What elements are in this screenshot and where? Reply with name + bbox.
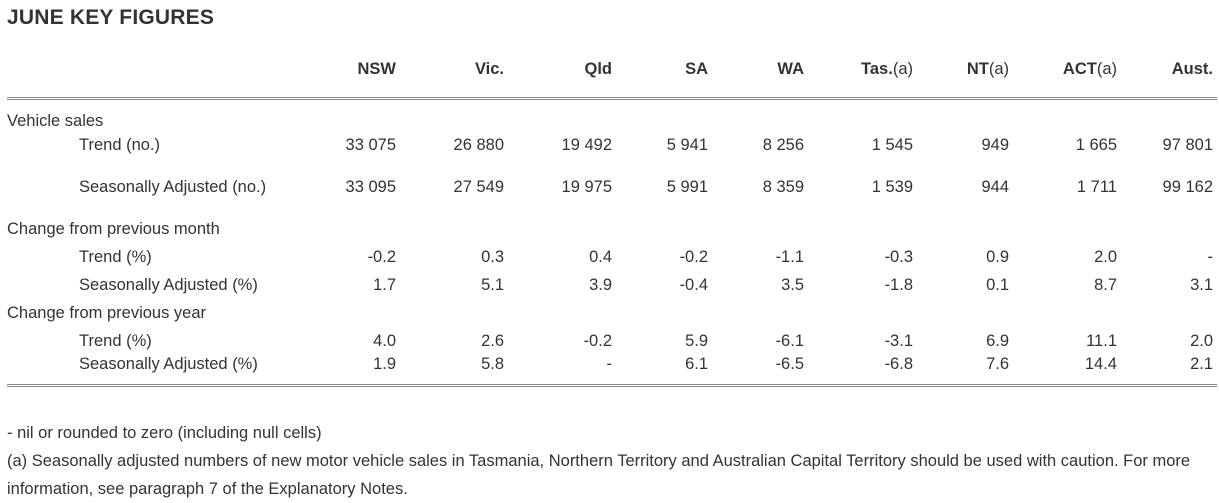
cell-nsw: 1.7 — [373, 275, 396, 294]
cell-aust: 3.1 — [1190, 275, 1213, 294]
table-row: Seasonally Adjusted (%) 1.9 5.8 - 6.1 -6… — [7, 355, 1217, 387]
header-qld: Qld — [508, 55, 616, 100]
cell-aust: 99 162 — [1162, 177, 1213, 196]
cell-vic: 2.6 — [481, 331, 504, 350]
table-row: Trend (%) -0.2 0.3 0.4 -0.2 -1.1 -0.3 0.… — [7, 243, 1217, 271]
footnote-nil: - nil or rounded to zero (including null… — [7, 424, 322, 442]
footnotes: - nil or rounded to zero (including null… — [7, 419, 1207, 503]
cell-nsw: 4.0 — [373, 331, 396, 350]
header-nsw: NSW — [300, 55, 400, 100]
key-figures-table: NSW Vic. Qld SA WA Tas.(a) NT(a) ACT(a) … — [7, 55, 1217, 387]
table-row: Seasonally Adjusted (no.) 33 095 27 549 … — [7, 159, 1217, 215]
cell-qld: 0.4 — [589, 247, 612, 266]
cell-nsw: 33 095 — [345, 177, 396, 196]
header-nt: NT(a) — [917, 55, 1013, 100]
table-row: Trend (no.) 33 075 26 880 19 492 5 941 8… — [7, 131, 1217, 159]
cell-nsw: -0.2 — [367, 247, 396, 266]
cell-qld: -0.2 — [583, 331, 612, 350]
section-heading: Change from previous month — [7, 219, 220, 238]
cell-nt: 6.9 — [986, 331, 1009, 350]
header-aust: Aust. — [1121, 55, 1217, 100]
cell-act: 1 711 — [1076, 177, 1117, 196]
cell-wa: 8 256 — [762, 135, 804, 154]
table-row: Trend (%) 4.0 2.6 -0.2 5.9 -6.1 -3.1 6.9… — [7, 327, 1217, 355]
cell-wa: 3.5 — [781, 275, 804, 294]
header-vic: Vic. — [400, 55, 508, 100]
cell-act: 1 665 — [1075, 135, 1117, 154]
cell-aust: 2.0 — [1190, 331, 1213, 350]
cell-tas: 1 539 — [871, 177, 913, 196]
cell-act: 11.1 — [1086, 331, 1117, 350]
cell-vic: 5.1 — [481, 275, 504, 294]
header-sa: SA — [616, 55, 712, 100]
cell-wa: -1.1 — [775, 247, 804, 266]
row-label: Trend (%) — [79, 331, 152, 350]
cell-sa: 5 991 — [666, 177, 708, 196]
cell-nt: 0.1 — [986, 275, 1009, 294]
table-row: Seasonally Adjusted (%) 1.7 5.1 3.9 -0.4… — [7, 271, 1217, 299]
cell-act: 8.7 — [1094, 275, 1117, 294]
row-label: Trend (no.) — [79, 135, 161, 154]
cell-tas: -3.1 — [884, 331, 913, 350]
table-header-row: NSW Vic. Qld SA WA Tas.(a) NT(a) ACT(a) … — [7, 55, 1217, 100]
cell-aust: - — [1207, 247, 1214, 266]
row-label: Seasonally Adjusted (%) — [7, 355, 300, 387]
header-blank — [7, 55, 300, 100]
cell-tas: -1.8 — [884, 275, 913, 294]
cell-nsw: 33 075 — [345, 135, 396, 154]
header-act: ACT(a) — [1013, 55, 1121, 100]
cell-vic: 26 880 — [453, 135, 504, 154]
section-heading: Vehicle sales — [7, 112, 104, 130]
cell-act: 2.0 — [1094, 247, 1117, 266]
cell-qld: 19 975 — [561, 177, 612, 196]
cell-qld: 19 492 — [561, 135, 612, 154]
cell-vic: 5.8 — [400, 355, 508, 387]
cell-sa: -0.4 — [679, 275, 708, 294]
cell-qld: 3.9 — [589, 275, 612, 294]
cell-nt: 0.9 — [986, 247, 1009, 266]
section-heading-row: Vehicle sales — [7, 99, 1217, 132]
cell-wa: -6.1 — [775, 331, 804, 350]
cell-wa: -6.5 — [712, 355, 808, 387]
cell-nt: 7.6 — [917, 355, 1013, 387]
cell-tas: 1 545 — [871, 135, 913, 154]
cell-tas: -6.8 — [808, 355, 917, 387]
cell-nt: 949 — [981, 135, 1009, 154]
cell-sa: 5 941 — [666, 135, 708, 154]
cell-nt: 944 — [981, 177, 1009, 196]
cell-sa: 5.9 — [685, 331, 708, 350]
footnote-a: (a) Seasonally adjusted numbers of new m… — [7, 452, 1191, 498]
cell-aust: 2.1 — [1121, 355, 1217, 387]
cell-act: 14.4 — [1013, 355, 1121, 387]
cell-wa: 8 359 — [762, 177, 804, 196]
cell-vic: 27 549 — [453, 177, 504, 196]
cell-sa: -0.2 — [679, 247, 708, 266]
cell-aust: 97 801 — [1162, 135, 1213, 154]
header-wa: WA — [712, 55, 808, 100]
cell-tas: -0.3 — [884, 247, 913, 266]
row-label: Seasonally Adjusted (no.) — [79, 178, 267, 196]
section-heading: Change from previous year — [7, 303, 207, 322]
cell-vic: 0.3 — [481, 247, 504, 266]
page-title: JUNE KEY FIGURES — [7, 6, 215, 29]
row-label: Trend (%) — [79, 247, 152, 266]
cell-qld: - — [508, 355, 616, 387]
cell-nsw: 1.9 — [300, 355, 400, 387]
row-label: Seasonally Adjusted (%) — [79, 275, 258, 294]
section-heading-row: Change from previous month — [7, 215, 1217, 243]
cell-sa: 6.1 — [616, 355, 712, 387]
section-heading-row: Change from previous year — [7, 299, 1217, 327]
header-tas: Tas.(a) — [808, 55, 917, 100]
